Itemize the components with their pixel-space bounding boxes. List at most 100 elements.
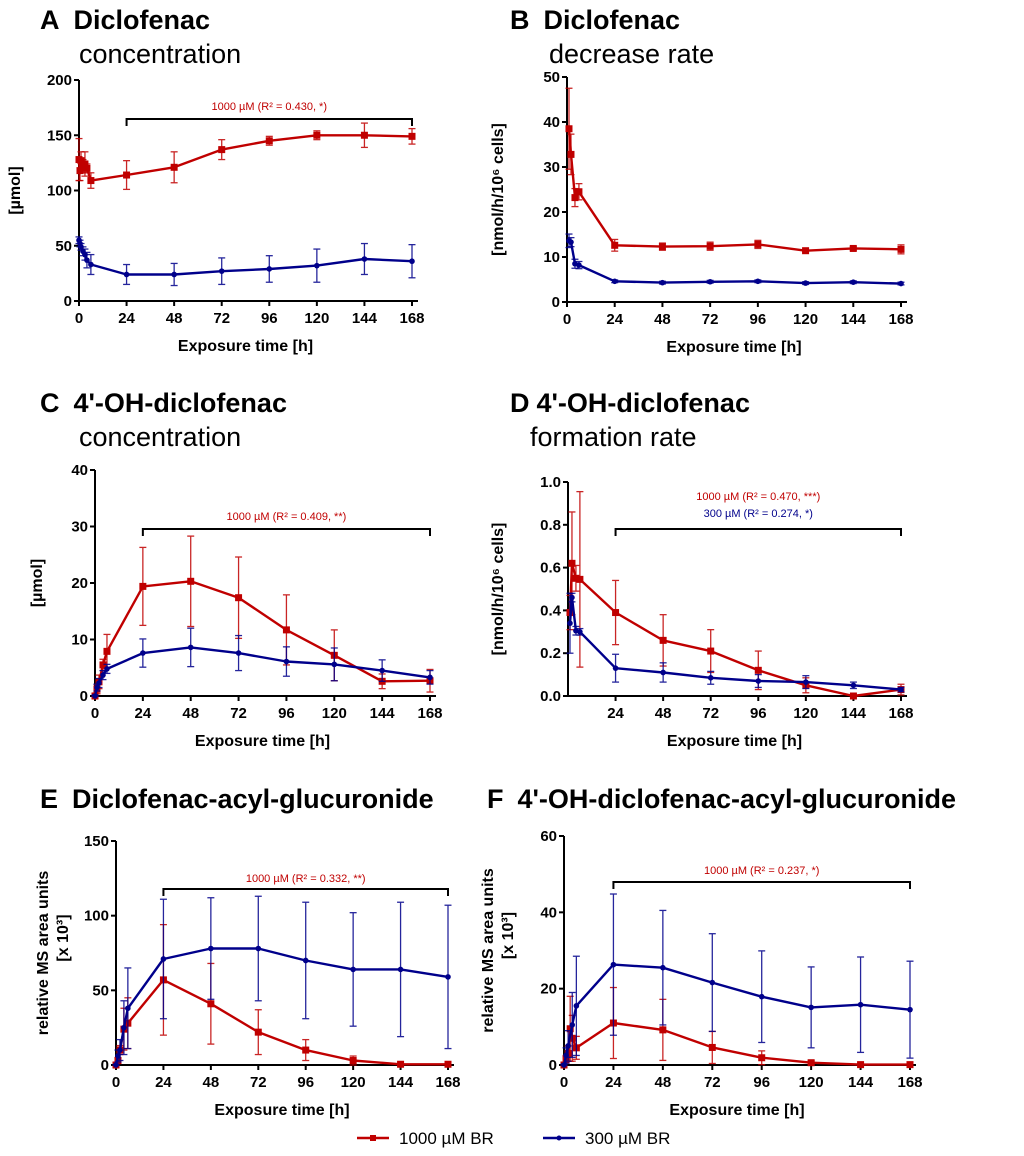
data-point	[572, 574, 580, 582]
data-point	[218, 146, 226, 154]
series-300uM	[75, 236, 416, 287]
y-tick-label: 1.0	[540, 474, 561, 491]
data-point	[569, 1022, 576, 1028]
x-tick-label: 24	[118, 310, 135, 327]
data-point	[87, 177, 95, 185]
panel-title-text: 4'-OH-diclofenac	[537, 388, 750, 418]
x-tick-label: 120	[793, 705, 818, 722]
data-point	[754, 666, 762, 674]
series-1000uM	[565, 87, 905, 255]
x-tick-label: 48	[654, 311, 671, 328]
data-point	[140, 650, 146, 656]
y-tick-label: 150	[84, 833, 109, 850]
x-tick-label: 144	[370, 705, 396, 722]
y-tick-label: 20	[540, 981, 557, 998]
panel-letter: C	[40, 388, 60, 418]
panel-B: B Diclofenac decrease rate 0 10 20 30 40 50 0 24 48…	[490, 5, 914, 356]
data-point	[76, 167, 84, 175]
x-tick-label: 72	[704, 1074, 721, 1091]
data-point	[104, 666, 110, 672]
panel-subtitle: decrease rate	[549, 39, 714, 69]
y-tick-label: 20	[71, 575, 88, 592]
data-point	[857, 1061, 865, 1069]
y-tick-label: 0	[549, 1057, 557, 1074]
series-line	[568, 596, 902, 691]
data-point	[160, 956, 167, 962]
data-point	[571, 194, 579, 202]
x-tick-label: 0	[112, 1074, 120, 1091]
y-tick-label: 20	[543, 204, 560, 221]
series-line	[562, 963, 911, 1066]
data-point	[758, 1054, 766, 1062]
y-tick-label: 30	[543, 159, 560, 176]
significance-annotation: 1000 µM (R² = 0.332, **)	[246, 873, 366, 885]
data-point	[99, 661, 107, 669]
x-axis-label: Exposure time [h]	[214, 1102, 349, 1119]
data-point	[302, 1046, 310, 1054]
y-tick-label: 0	[101, 1057, 109, 1074]
panel-title-text: 4'-OH-diclofenac-acyl-glucuronide	[518, 784, 957, 814]
significance-bracket	[162, 888, 449, 896]
x-tick-label: 144	[841, 311, 867, 328]
x-tick-label: 168	[888, 705, 913, 722]
panel-title: C 4'-OH-diclofenac	[40, 388, 287, 418]
y-tick-label: 100	[47, 183, 72, 200]
y-tick-label: 40	[540, 904, 557, 921]
data-point	[849, 244, 857, 252]
panel-title-text: Diclofenac-acyl-glucuronide	[72, 784, 434, 814]
legend-label: 1000 µM BR	[399, 1129, 494, 1148]
y-tick-label: 40	[71, 462, 88, 479]
x-tick-label: 144	[388, 1074, 414, 1091]
legend-marker-circle	[556, 1135, 562, 1141]
x-tick-label: 24	[606, 311, 623, 328]
data-point	[77, 157, 85, 165]
data-point	[802, 247, 810, 255]
panel-letter: E	[40, 784, 58, 814]
panel-title-text: Diclofenac	[544, 5, 681, 35]
x-tick-label: 72	[702, 311, 719, 328]
x-tick-label: 0	[560, 1074, 568, 1091]
data-point	[170, 163, 178, 171]
data-point	[849, 692, 857, 700]
data-point	[573, 1003, 580, 1009]
data-point	[802, 280, 809, 286]
panel-D: D 4'-OH-diclofenac formation rate 0.0 0.2 0.4…	[490, 388, 914, 750]
x-tick-label: 144	[848, 1074, 874, 1091]
y-tick-label: 50	[55, 238, 72, 255]
data-point	[115, 1053, 121, 1059]
data-point	[758, 993, 765, 1000]
data-point	[660, 964, 666, 971]
x-tick-label: 96	[750, 311, 767, 328]
data-point	[207, 1000, 215, 1008]
data-point	[658, 243, 666, 251]
y-tick-label: 60	[540, 828, 557, 845]
data-point	[282, 626, 290, 634]
data-point	[850, 279, 857, 286]
x-tick-label: 168	[435, 1074, 460, 1091]
x-tick-label: 72	[702, 705, 719, 722]
data-point	[187, 644, 194, 651]
panel-C: C 4'-OH-diclofenac concentration 0 10 20 30 40 0…	[29, 388, 443, 750]
data-point	[707, 278, 713, 285]
data-point	[139, 582, 147, 590]
series-300uM	[566, 592, 905, 693]
y-tick-label: 0	[552, 294, 560, 311]
x-tick-label: 120	[322, 705, 347, 722]
data-point	[611, 278, 618, 285]
data-point	[84, 257, 90, 263]
series-line	[114, 978, 448, 1066]
data-point	[408, 132, 416, 140]
x-tick-label: 96	[261, 310, 278, 327]
x-tick-label: 48	[655, 1074, 672, 1091]
x-tick-label: 120	[304, 310, 329, 327]
y-tick-label: 40	[543, 114, 560, 131]
data-point	[121, 1024, 127, 1031]
data-point	[123, 271, 130, 278]
data-point	[117, 1047, 123, 1053]
panel-title: D 4'-OH-diclofenac	[510, 388, 750, 418]
x-tick-label: 120	[793, 311, 818, 328]
data-point	[659, 636, 667, 644]
data-point	[706, 242, 714, 250]
data-point	[808, 1004, 814, 1011]
x-tick-label: 96	[278, 705, 295, 722]
